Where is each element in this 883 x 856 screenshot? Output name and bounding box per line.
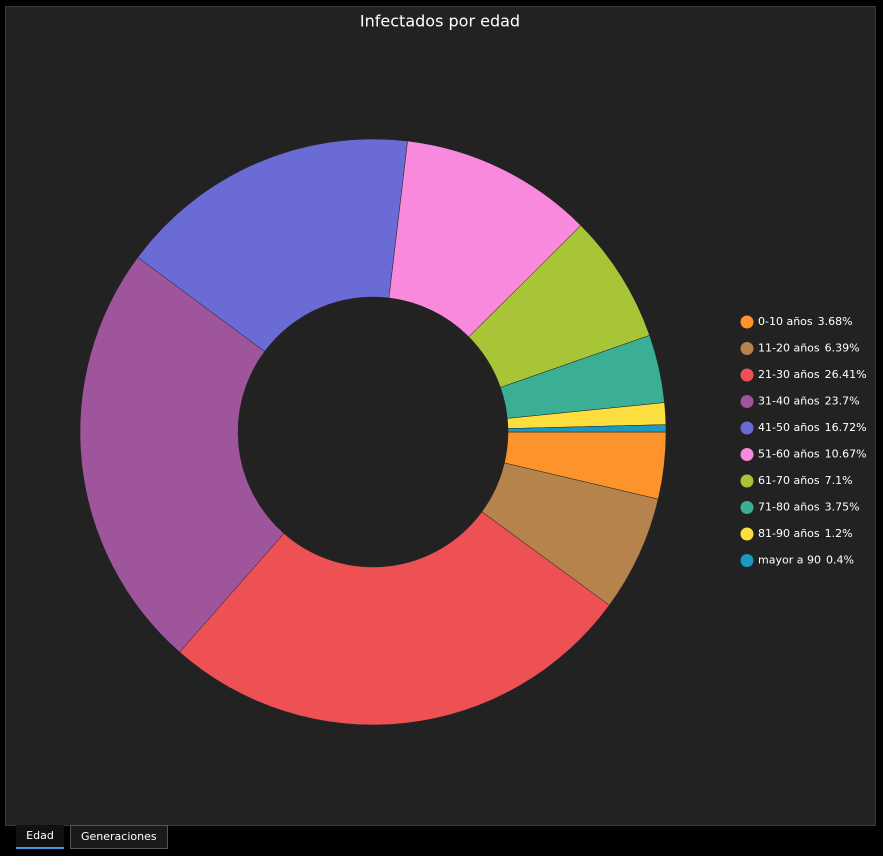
legend-label: 71-80 años xyxy=(758,501,820,514)
legend-swatch xyxy=(740,448,754,461)
legend-swatch xyxy=(740,527,754,541)
donut-slice xyxy=(137,138,408,352)
legend-label: 21-30 años xyxy=(758,368,820,381)
legend-swatch xyxy=(740,421,754,435)
legend-value: 23.7% xyxy=(825,395,860,408)
legend-label: 11-20 años xyxy=(758,342,820,355)
donut-slice xyxy=(507,424,667,433)
donut-slice xyxy=(79,256,285,653)
legend-label: 0-10 años xyxy=(758,315,813,328)
legend-value: 1.2% xyxy=(825,527,853,540)
tab[interactable]: Generaciones xyxy=(70,825,168,849)
legend-label: 51-60 años xyxy=(758,448,820,461)
chart: Infectados por edad 0-10 años 3.68% 11-20 … xyxy=(79,12,867,726)
legend-swatch xyxy=(740,395,754,408)
legend-value: 16.72% xyxy=(825,421,867,434)
legend-value: 3.75% xyxy=(825,501,860,514)
chart-panel: Infectados por edad 0-10 años 3.68% 11-20 … xyxy=(5,6,876,826)
legend-value: 26.41% xyxy=(825,368,867,381)
legend-swatch xyxy=(740,501,754,514)
legend-value: 10.67% xyxy=(825,448,867,461)
legend-swatch xyxy=(740,368,754,382)
legend-swatch xyxy=(740,554,754,567)
legend-value: 0.4% xyxy=(826,554,854,567)
legend-swatch xyxy=(740,474,754,488)
tab[interactable]: Edad xyxy=(16,825,64,849)
legend-value: 3.68% xyxy=(818,315,853,328)
legend-label: 81-90 años xyxy=(758,527,820,540)
legend-label: 41-50 años xyxy=(758,421,820,434)
legend-label: mayor a 90 xyxy=(758,554,821,567)
chart-title: Infectados por edad xyxy=(360,12,520,31)
legend-label: 31-40 años xyxy=(758,395,820,408)
tab-bar: Edad Generaciones xyxy=(16,825,168,851)
legend-swatch xyxy=(740,342,754,355)
legend-label: 61-70 años xyxy=(758,474,820,487)
legend-value: 6.39% xyxy=(825,342,860,355)
legend-swatch xyxy=(740,315,754,329)
legend-value: 7.1% xyxy=(825,474,853,487)
donut-slice xyxy=(179,511,610,726)
